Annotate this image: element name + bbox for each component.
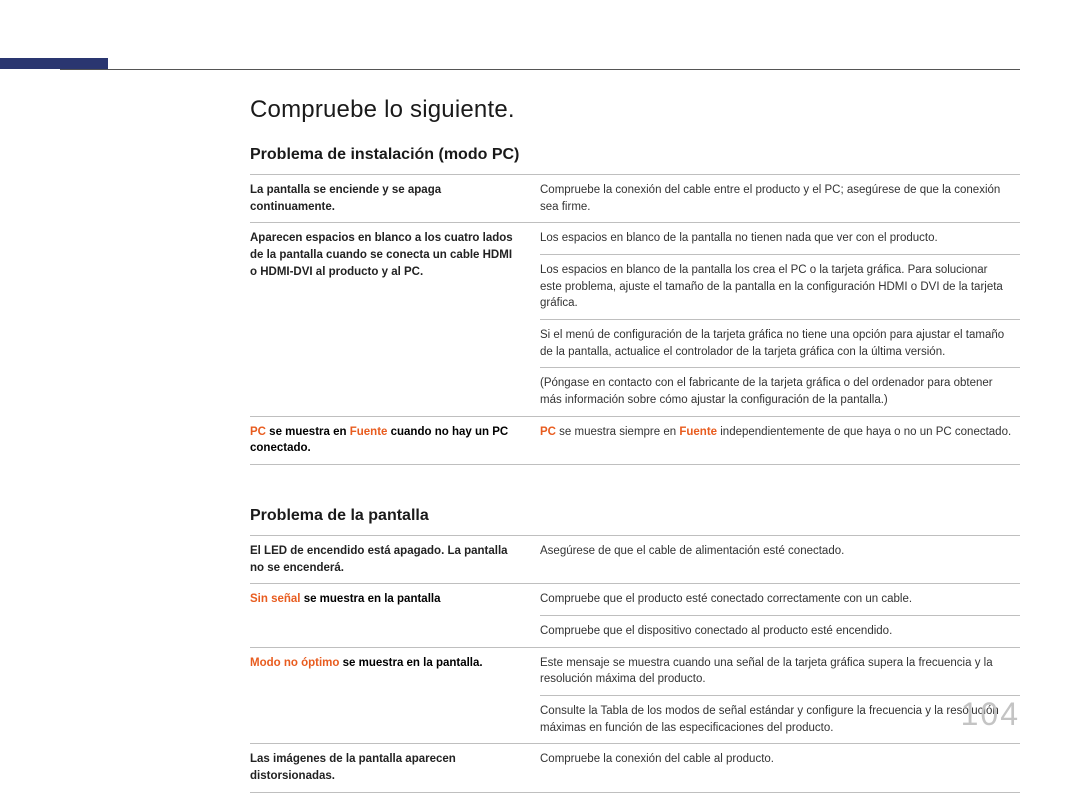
table-cell-left: Aparecen espacios en blanco a los cuatro… [250,223,540,416]
accent-bar [0,58,108,69]
table-cell-right: Compruebe que el dispositivo conectado a… [540,616,1020,648]
table-cell-left: PC se muestra en Fuente cuando no hay un… [250,416,540,464]
table-cell-left: Las imágenes de la pantalla aparecen dis… [250,744,540,792]
table-row: Aparecen espacios en blanco a los cuatro… [250,223,1020,255]
table-cell-right: Compruebe la conexión del cable al produ… [540,744,1020,792]
table-cell-right: Compruebe la conexión del cable entre el… [540,175,1020,223]
page-number: 104 [961,696,1020,733]
table-cell-right: Si el menú de configuración de la tarjet… [540,320,1020,368]
table-cell-left: Modo no óptimo se muestra en la pantalla… [250,647,540,744]
table-cell-right: Este mensaje se muestra cuando una señal… [540,647,1020,695]
table-row: Sin señal se muestra en la pantallaCompr… [250,584,1020,616]
table-cell-right: Los espacios en blanco de la pantalla no… [540,223,1020,255]
document-page: Compruebe lo siguiente. Problema de inst… [0,0,1080,763]
table-row: Las imágenes de la pantalla aparecen dis… [250,744,1020,792]
table-row: Modo no óptimo se muestra en la pantalla… [250,647,1020,695]
table-cell-left: El LED de encendido está apagado. La pan… [250,536,540,584]
section2-table: El LED de encendido está apagado. La pan… [250,535,1020,793]
content-area: Compruebe lo siguiente. Problema de inst… [250,96,1020,793]
table-cell-right: Asegúrese de que el cable de alimentació… [540,536,1020,584]
table-cell-right: PC se muestra siempre en Fuente independ… [540,416,1020,464]
table-cell-left: Sin señal se muestra en la pantalla [250,584,540,647]
section2-title: Problema de la pantalla [250,507,1020,525]
table-row: El LED de encendido está apagado. La pan… [250,536,1020,584]
table-cell-right: Compruebe que el producto esté conectado… [540,584,1020,616]
table-row: La pantalla se enciende y se apaga conti… [250,175,1020,223]
table-row: PC se muestra en Fuente cuando no hay un… [250,416,1020,464]
top-rule [60,69,1020,70]
table-cell-right: Los espacios en blanco de la pantalla lo… [540,255,1020,320]
section1-table: La pantalla se enciende y se apaga conti… [250,174,1020,465]
table-cell-left: La pantalla se enciende y se apaga conti… [250,175,540,223]
table-cell-right: (Póngase en contacto con el fabricante d… [540,368,1020,416]
section1-title: Problema de instalación (modo PC) [250,146,1020,164]
table-cell-right: Consulte la Tabla de los modos de señal … [540,696,1020,744]
page-title: Compruebe lo siguiente. [250,96,1020,124]
